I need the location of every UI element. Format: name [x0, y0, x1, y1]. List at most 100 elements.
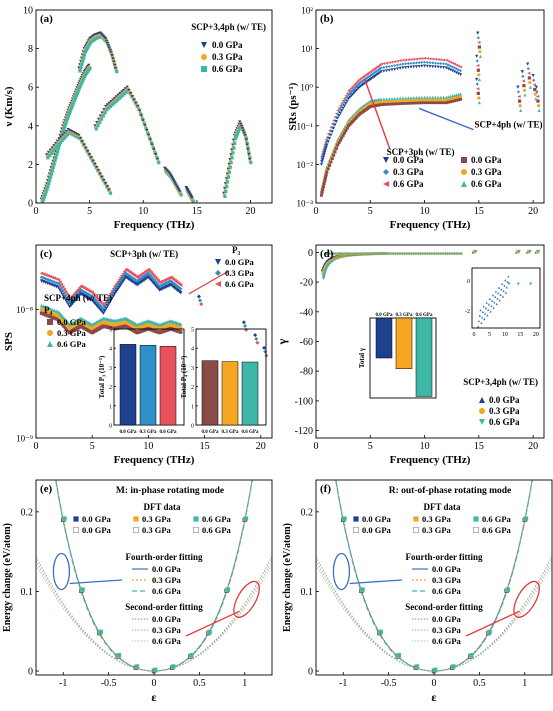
data-point [425, 98, 429, 102]
data-point [176, 284, 180, 289]
data-point [56, 149, 60, 154]
legend-entry: 0.0 GPa [152, 614, 182, 624]
y-tick-label: 2 [28, 160, 33, 171]
data-point [172, 178, 176, 183]
data-point [379, 66, 383, 70]
data-point [446, 252, 449, 256]
data-point [57, 146, 61, 150]
panel-label: (a) [40, 13, 53, 25]
data-point [105, 304, 110, 308]
data-point [434, 252, 438, 256]
data-point [351, 85, 355, 89]
data-point [420, 101, 424, 105]
data-point [62, 287, 66, 292]
data-point [98, 172, 102, 176]
data-point [330, 252, 333, 256]
data-point [459, 73, 463, 77]
data-point [393, 96, 397, 100]
data-point [407, 252, 411, 256]
data-point [61, 133, 65, 138]
data-point [54, 317, 59, 321]
data-point [337, 141, 341, 145]
data-point [479, 309, 482, 312]
data-point [492, 306, 495, 309]
data-point [103, 308, 107, 313]
data-point [139, 114, 144, 118]
data-point [55, 153, 59, 157]
data-point [433, 95, 437, 99]
data-point [393, 99, 397, 103]
data-point [431, 57, 435, 61]
data-point [44, 190, 48, 194]
data-point [340, 109, 344, 113]
data-point [156, 282, 161, 287]
data-point [93, 162, 97, 166]
data-point [324, 146, 328, 150]
plot-area [36, 480, 272, 674]
data-point [406, 65, 410, 69]
data-point [452, 62, 456, 66]
data-point [483, 317, 486, 321]
data-point [100, 175, 104, 179]
data-point [520, 70, 524, 74]
data-point [168, 172, 172, 176]
data-point [387, 102, 391, 106]
data-point [330, 157, 334, 161]
data-point [476, 68, 480, 72]
data-point [65, 119, 69, 123]
data-point [536, 99, 540, 103]
data-point [51, 149, 55, 153]
x-tick-label: -0.5 [101, 678, 117, 689]
data-point [75, 91, 80, 95]
data-point [123, 91, 127, 96]
data-point [98, 300, 103, 305]
data-point [387, 99, 391, 103]
data-point [109, 100, 113, 104]
legend-entry: 0.0 GPa [152, 564, 182, 574]
data-point [442, 95, 446, 99]
data-point [68, 109, 72, 113]
data-point [518, 104, 522, 108]
data-point [401, 66, 405, 70]
data-point [444, 101, 448, 105]
legend-marker [413, 516, 419, 522]
data-point [155, 277, 159, 281]
data-point [457, 252, 461, 256]
data-point [71, 102, 75, 107]
data-point [327, 252, 331, 256]
data-point [477, 319, 481, 323]
data-point [179, 193, 183, 197]
data-point [248, 156, 252, 160]
data-point [81, 79, 85, 83]
y-tick-label: 0.1 [301, 587, 314, 598]
data-point [430, 252, 434, 256]
data-point [405, 252, 408, 256]
data-point [113, 63, 117, 67]
data-point [111, 98, 115, 102]
data-point [325, 143, 329, 147]
data-point [428, 61, 432, 65]
data-point [234, 134, 239, 138]
legend-entry: 0.6 GPa [152, 636, 182, 646]
legend-entry: 0.3 GPa [422, 514, 452, 524]
data-point [446, 67, 450, 71]
data-point [357, 252, 361, 256]
data-point [454, 71, 458, 75]
y-tick-label: 10⁻⁹ [16, 434, 33, 444]
data-point [436, 57, 440, 61]
data-point [150, 141, 154, 145]
data-point [58, 140, 63, 144]
data-point [517, 94, 521, 99]
data-point [384, 252, 388, 256]
data-point [494, 295, 497, 298]
data-point [135, 279, 139, 283]
arrow-3ph [188, 270, 230, 295]
data-point [425, 95, 429, 99]
data-point [343, 131, 346, 135]
data-point [457, 64, 460, 68]
data-point [420, 60, 424, 64]
data-point [437, 252, 440, 256]
data-point [226, 175, 231, 179]
data-point [171, 177, 175, 181]
data-point [65, 292, 69, 297]
